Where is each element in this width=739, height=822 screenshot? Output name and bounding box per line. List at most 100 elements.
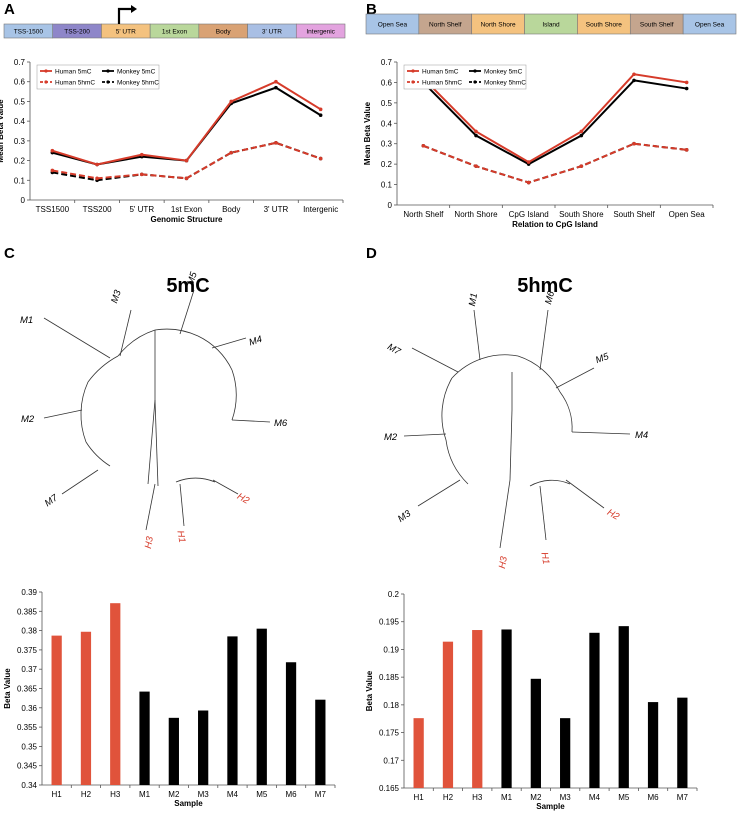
tree-leaf: M6 [543,289,557,305]
bar [285,662,297,785]
legend-label: Human 5hmC [422,80,462,87]
y-tick-label: 0.165 [379,784,400,793]
x-tick-label: M5 [618,793,630,802]
y-tick-label: 0.1 [14,176,26,185]
data-point [318,113,323,118]
bar [589,632,600,788]
x-tick-label: M4 [589,793,601,802]
y-tick-label: 0.7 [14,58,26,67]
legend-label: Monkey 5mC [484,69,523,76]
5hmc-circular-dendrogram [403,309,631,549]
y-tick-label: 0.17 [383,756,399,765]
data-point [684,86,689,91]
y-axis-title: Mean Beta Value [0,99,5,163]
data-point [632,72,636,77]
y-tick-label: 0.19 [383,645,399,654]
bar [530,678,541,788]
data-point [632,141,636,146]
x-tick-label: M4 [227,790,239,799]
tree-leaf-human: H1 [538,551,551,565]
legend-marker [473,69,477,73]
legend-label: Human 5mC [422,69,459,76]
region-segment-label: North Shore [481,21,516,28]
x-tick-label: Open Sea [669,210,706,219]
data-point [318,156,323,161]
x-tick-label: 3' UTR [264,205,289,214]
x-axis-title: Relation to CpG Island [512,220,598,229]
bar [256,628,267,785]
y-tick-label: 0.37 [21,665,37,674]
region-segment-label: 3' UTR [262,28,282,35]
legend-label: Monkey 5mC [117,69,156,76]
tree-leaf-human: H2 [605,507,622,523]
legend-marker [473,80,477,84]
x-tick-label: H3 [472,793,483,802]
data-point [229,150,234,155]
x-tick-label: M5 [256,790,268,799]
tree-leaf-human: H3 [497,555,510,570]
y-tick-label: 0.365 [17,685,38,694]
data-point [421,143,426,148]
legend-marker [106,69,110,73]
x-tick-label: TSS200 [83,205,112,214]
y-tick-label: 0.375 [17,646,38,655]
bar [677,697,688,788]
x-tick-label: 1st Exon [171,205,202,214]
x-tick-label: H1 [414,793,425,802]
data-point [474,129,478,134]
data-point [474,133,478,138]
legend-marker [44,80,48,84]
x-tick-label: Intergenic [303,205,338,214]
x-tick-label: Body [222,205,240,214]
tss-arrow-icon [117,7,132,24]
x-axis-title: Genomic Structure [150,215,223,224]
series-line [422,79,687,166]
tree-d-leaves: M1 M6 M7 M5 M2 M4 M3 H2 H3 H1 [384,289,648,569]
region-segment [295,23,346,39]
data-point [274,141,278,145]
x-tick-label: M6 [285,790,297,799]
genomic-structure-line-chart: 0 0.1 0.2 0.3 0.4 0.5 0.6 0.7 TSS1500 TSS200 5' UT… [0,58,344,224]
data-point [474,164,478,168]
x-tick-label: M7 [315,790,327,799]
x-tick-label: South Shore [559,210,604,219]
y-tick-label: 0.4 [14,117,26,126]
bar [618,626,629,788]
y-tick-label: 0.385 [17,607,38,616]
data-point [50,168,55,173]
x-tick-label: H2 [81,790,92,799]
y-tick-label: 0.34 [21,781,37,790]
series-line [52,80,322,166]
bar [80,631,92,785]
5mc-circular-dendrogram [43,289,271,531]
data-point [274,85,278,90]
data-point [50,148,55,153]
data-point [526,160,531,164]
region-segment-label: Island [542,21,560,28]
data-point [526,180,531,185]
tree-leaf: M2 [384,432,398,443]
y-tick-label: 0 [21,196,26,205]
x-tick-label: M1 [139,790,151,799]
y-tick-label: 0.2 [14,157,26,166]
region-segment-label: North Shelf [429,21,462,28]
data-point [684,80,689,85]
region-segment-label: Body [216,28,232,35]
cpg-region-bar: Open Sea North Shelf North Shore Island Sout… [365,13,737,35]
data-point [95,176,99,181]
legend-label: Human 5mC [55,69,92,76]
series-line [52,86,322,166]
bar [168,717,179,785]
x-tick-label: North Shore [454,210,498,219]
y-tick-label: 0.2 [388,590,400,599]
tree-leaf: M7 [43,492,61,509]
legend-marker [44,69,48,73]
data-point [684,148,689,152]
y-axis-title: Beta Value [365,670,374,711]
x-tick-label: M2 [168,790,180,799]
y-axis-title: Mean Beta Value [363,101,372,165]
x-tick-label: H1 [52,790,63,799]
panel-letter-b: B [366,1,377,18]
y-tick-label: 0.18 [383,701,399,710]
region-segment-label: South Shore [586,21,623,28]
